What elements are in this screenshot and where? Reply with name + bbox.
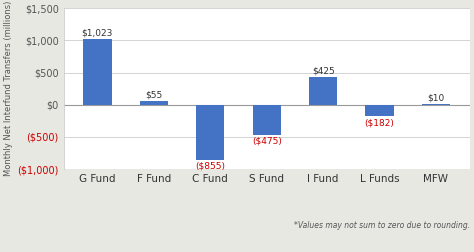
Text: ($182): ($182) <box>365 118 394 127</box>
Bar <box>196 105 224 160</box>
Bar <box>365 105 394 116</box>
Text: $55: $55 <box>145 91 163 100</box>
Bar <box>309 77 337 105</box>
Bar <box>83 39 111 105</box>
Text: ($475): ($475) <box>252 137 282 146</box>
Y-axis label: Monthly Net Interfund Transfers (millions): Monthly Net Interfund Transfers (million… <box>4 1 13 176</box>
Text: $425: $425 <box>312 67 335 76</box>
Text: *Values may not sum to zero due to rounding.: *Values may not sum to zero due to round… <box>294 221 470 230</box>
Text: $1,023: $1,023 <box>82 28 113 37</box>
Bar <box>253 105 281 135</box>
Bar <box>422 104 450 105</box>
Text: $10: $10 <box>428 93 445 103</box>
Text: ($855): ($855) <box>195 162 225 170</box>
Bar <box>140 101 168 105</box>
